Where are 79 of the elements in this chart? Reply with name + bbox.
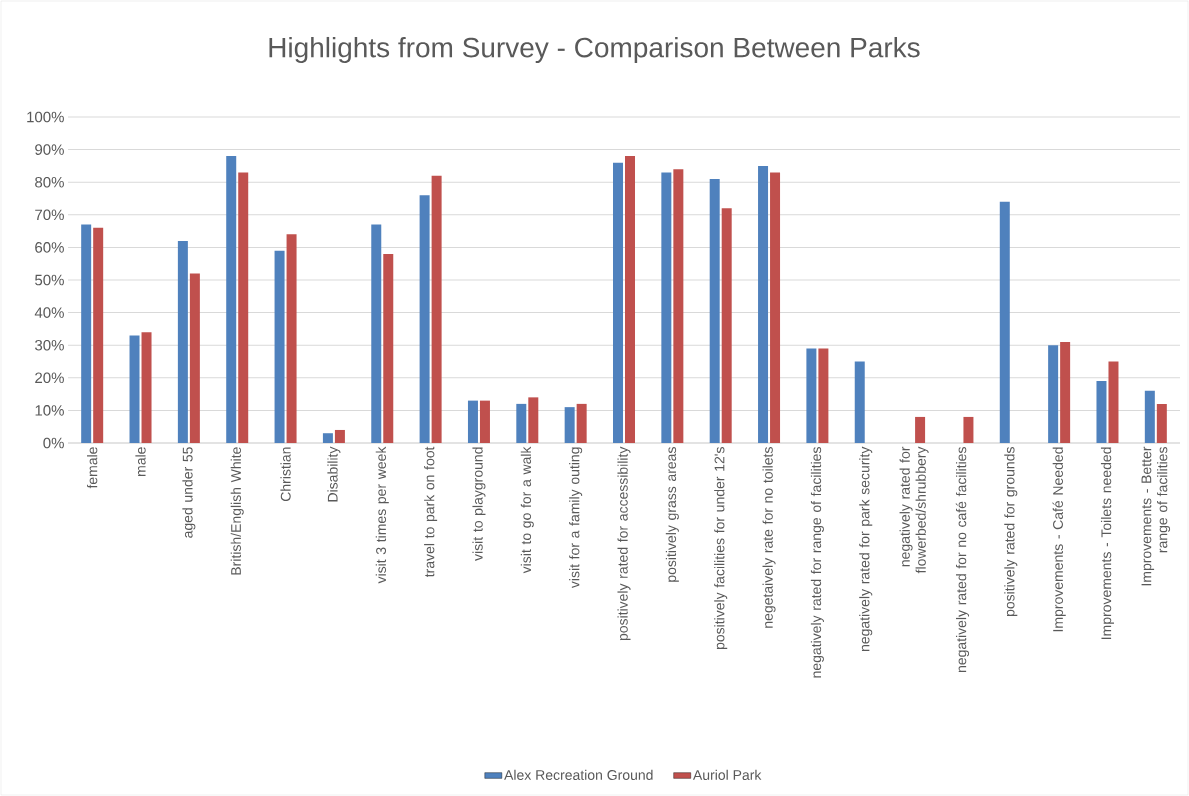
y-tick-label: 50% xyxy=(35,274,64,286)
bar xyxy=(467,400,478,443)
y-tick-label: 90% xyxy=(35,144,64,155)
bar xyxy=(806,348,817,443)
bar xyxy=(226,156,237,443)
bar xyxy=(915,416,926,443)
bar xyxy=(177,240,188,443)
bar xyxy=(516,403,527,443)
bar xyxy=(721,208,732,443)
x-tick-label: visit for a family outing xyxy=(569,447,583,589)
y-tick-label: 80% xyxy=(35,176,64,188)
y-tick-label: 0% xyxy=(43,437,64,449)
bar xyxy=(322,433,333,443)
y-tick-label: 30% xyxy=(35,339,64,351)
x-tick-label: visit 3 times per week xyxy=(375,446,389,584)
x-tick-label: negatively rated for range of facilities xyxy=(810,447,824,678)
x-tick-label: British/English White xyxy=(230,447,244,575)
bar xyxy=(238,172,249,443)
x-tick-label: positively facilities for under 12's xyxy=(714,447,728,650)
x-tick-label: positively rated for grounds xyxy=(1004,447,1018,617)
bar xyxy=(576,403,587,443)
bar xyxy=(274,250,285,443)
bar xyxy=(189,273,200,443)
bar xyxy=(1060,341,1071,443)
bar xyxy=(371,224,382,443)
bar xyxy=(419,195,430,443)
y-tick-label: 20% xyxy=(35,372,64,384)
bar xyxy=(129,335,140,443)
chart-title: Highlights from Survey - Comparison Between Parks xyxy=(269,36,920,64)
bar xyxy=(1156,403,1167,443)
x-tick-label: Christian xyxy=(280,447,291,502)
bar xyxy=(93,227,104,443)
bar xyxy=(479,400,490,443)
bar xyxy=(818,348,829,443)
x-tick-label: male xyxy=(135,447,146,476)
bar xyxy=(673,169,684,443)
legend-label: Alex Recreation Ground xyxy=(504,769,653,780)
bar xyxy=(854,361,865,443)
x-tick-label: visit to playground xyxy=(472,447,486,561)
x-tick-label: Improvements - Toilets needed xyxy=(1100,447,1114,640)
x-tick-label: aged under 55 xyxy=(182,447,196,538)
x-tick-label: travel to park on foot xyxy=(424,446,438,578)
bar xyxy=(963,416,974,443)
bar xyxy=(661,172,672,443)
bar xyxy=(1144,390,1155,443)
x-tick-label: Improvements - Better range of facilities xyxy=(1141,446,1171,586)
bar xyxy=(1108,361,1119,443)
bar xyxy=(1096,381,1107,443)
bar xyxy=(999,201,1010,443)
bar xyxy=(758,165,769,443)
bar xyxy=(334,429,345,443)
bar xyxy=(286,234,297,443)
bar xyxy=(709,178,720,443)
y-tick-label: 10% xyxy=(35,405,64,416)
y-tick-label: 40% xyxy=(34,307,64,318)
x-tick-label: visit to go for a walk xyxy=(520,446,534,574)
bar xyxy=(141,332,152,443)
x-tick-label: positively rated for accessibility xyxy=(617,446,631,641)
x-tick-label: negatively rated for no café facilities xyxy=(955,447,970,673)
bar xyxy=(431,175,442,443)
bar xyxy=(81,224,92,443)
y-tick-label: 100% xyxy=(27,111,64,123)
bar xyxy=(625,156,635,443)
bar xyxy=(1048,345,1059,443)
x-tick-label: female xyxy=(87,447,98,489)
y-tick-label: 70% xyxy=(35,209,64,221)
bar xyxy=(383,253,394,443)
x-tick-label: positively grass areas xyxy=(665,447,679,582)
bar xyxy=(770,172,781,443)
bar xyxy=(564,407,575,443)
bar xyxy=(528,397,539,443)
x-tick-label: Improvements - Café Needed xyxy=(1052,447,1066,632)
x-tick-label: negatively rated for flowerbed/shrubbery xyxy=(899,446,929,574)
x-tick-label: negatively rated for park security xyxy=(859,446,873,652)
y-tick-label: 60% xyxy=(35,242,64,253)
x-tick-label: Disability xyxy=(327,446,341,502)
x-tick-label: negetaively rate for no toilets xyxy=(762,447,776,628)
bar xyxy=(613,162,623,443)
legend-label: Auriol Park xyxy=(692,769,762,780)
